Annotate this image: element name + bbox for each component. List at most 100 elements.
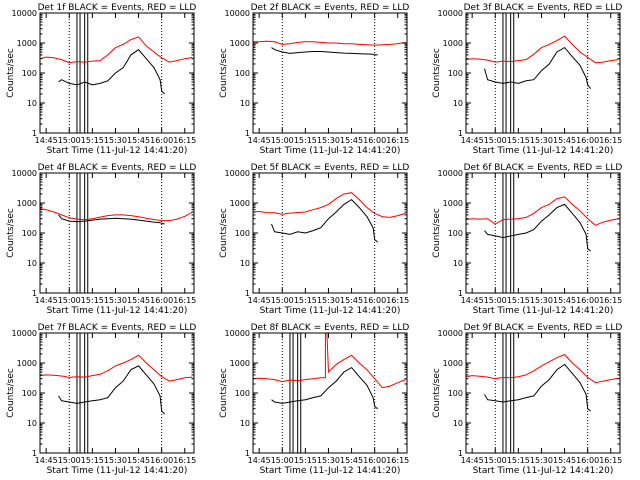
lld-series-line [252, 332, 406, 389]
events-series-line [58, 214, 165, 225]
x-tick-label: 15:15 [507, 136, 530, 145]
y-tick-label: 100 [235, 229, 250, 238]
x-tick-label: 15:15 [507, 296, 530, 305]
y-tick-label: 1 [32, 449, 37, 458]
y-tick-label: 10 [453, 419, 463, 428]
events-series-line [271, 198, 379, 243]
x-tick-label: 16:15 [599, 136, 622, 145]
x-tick-label: 16:00 [576, 136, 599, 145]
x-tick-label: 15:00 [271, 456, 294, 465]
x-tick-label: 15:15 [81, 136, 104, 145]
events-series-line [271, 366, 378, 410]
x-tick-label: 15:45 [340, 456, 363, 465]
y-axis-label: Counts/sec [219, 368, 229, 418]
y-axis-label: Counts/sec [432, 48, 442, 98]
x-tick-label: 15:30 [317, 456, 340, 465]
x-tick-label: 15:30 [317, 136, 340, 145]
x-tick-label: 15:00 [271, 136, 294, 145]
chart-title: Det 4f BLACK = Events, RED = LLD [38, 163, 197, 173]
y-axis-label: Counts/sec [6, 208, 16, 258]
plot-frame [39, 12, 195, 134]
x-tick-label: 15:00 [484, 296, 507, 305]
chart-panel-8: 1 10 100 1000 10000 14:45 15:00 15:15 15:30 15:45… [219, 323, 409, 476]
y-tick-label: 10 [240, 419, 250, 428]
y-tick-label: 10000 [12, 9, 37, 18]
y-tick-label: 10000 [225, 169, 250, 178]
chart-title: Det 9f BLACK = Events, RED = LLD [464, 323, 623, 333]
x-tick-label: 16:15 [599, 296, 622, 305]
y-tick-label: 100 [22, 389, 37, 398]
chart-panel-4: 1 10 100 1000 10000 14:45 15:00 15:15 15:30 15:45… [6, 163, 196, 316]
plot-frame [252, 12, 408, 134]
y-tick-label: 1 [458, 289, 463, 298]
chart-title: Det 6f BLACK = Events, RED = LLD [464, 163, 623, 173]
chart-panel-9: 1 10 100 1000 10000 14:45 15:00 15:15 15:30 15:45… [432, 323, 622, 476]
y-tick-label: 100 [22, 229, 37, 238]
lld-series-line [39, 36, 193, 64]
x-tick-label: 15:45 [127, 296, 150, 305]
x-tick-label: 15:45 [553, 296, 576, 305]
plot-frame [39, 172, 195, 294]
y-tick-label: 10 [240, 99, 250, 108]
chart-panel-1: 1 10 100 1000 10000 14:45 15:00 15:15 15:30 15:45… [6, 3, 196, 156]
y-axis-label: Counts/sec [6, 48, 16, 98]
y-tick-label: 100 [235, 69, 250, 78]
y-tick-label: 1000 [230, 199, 250, 208]
x-tick-label: 15:00 [58, 456, 81, 465]
y-axis-label: Counts/sec [6, 368, 16, 418]
chart-panel-3: 1 10 100 1000 10000 14:45 15:00 15:15 15:30 15:45… [432, 3, 622, 156]
y-tick-label: 10000 [225, 329, 250, 338]
x-tick-label: 15:15 [294, 136, 317, 145]
y-axis-label: Counts/sec [219, 48, 229, 98]
y-tick-label: 1 [245, 129, 250, 138]
lld-series-line [39, 208, 193, 222]
x-tick-label: 16:00 [576, 296, 599, 305]
x-tick-label: 15:45 [127, 136, 150, 145]
x-tick-label: 16:00 [363, 296, 386, 305]
y-tick-label: 100 [448, 389, 463, 398]
x-tick-label: 14:45 [461, 136, 484, 145]
x-axis-label: Start Time (11-Jul-12 14:41:20) [473, 146, 614, 156]
x-tick-label: 14:45 [461, 456, 484, 465]
x-axis-label: Start Time (11-Jul-12 14:41:20) [473, 306, 614, 316]
x-axis-label: Start Time (11-Jul-12 14:41:20) [260, 306, 401, 316]
y-tick-label: 1 [245, 289, 250, 298]
x-tick-label: 15:00 [484, 136, 507, 145]
x-axis-label: Start Time (11-Jul-12 14:41:20) [47, 466, 188, 476]
chart-title: Det 1f BLACK = Events, RED = LLD [38, 3, 197, 13]
y-tick-label: 1000 [443, 359, 463, 368]
plot-frame [252, 172, 408, 294]
y-tick-label: 1000 [17, 39, 37, 48]
lld-series-line [465, 196, 619, 226]
x-tick-label: 14:45 [35, 456, 58, 465]
y-tick-label: 10000 [225, 9, 250, 18]
x-tick-label: 15:45 [553, 456, 576, 465]
y-tick-label: 10000 [438, 169, 463, 178]
x-axis-label: Start Time (11-Jul-12 14:41:20) [47, 306, 188, 316]
y-tick-label: 100 [235, 389, 250, 398]
y-tick-label: 10000 [438, 329, 463, 338]
x-tick-label: 15:15 [81, 456, 104, 465]
plot-frame [252, 332, 408, 454]
x-tick-label: 14:45 [35, 296, 58, 305]
x-tick-label: 15:00 [484, 456, 507, 465]
y-tick-label: 10 [453, 99, 463, 108]
lld-series-line [465, 354, 619, 384]
x-tick-label: 16:00 [150, 136, 173, 145]
y-tick-label: 10 [453, 259, 463, 268]
x-tick-label: 15:00 [271, 296, 294, 305]
x-tick-label: 15:30 [530, 136, 553, 145]
plot-frame [39, 332, 195, 454]
lld-series-line [253, 40, 406, 46]
events-series-line [484, 363, 592, 412]
events-series-line [58, 365, 166, 415]
x-tick-label: 15:15 [294, 456, 317, 465]
x-tick-label: 14:45 [248, 296, 271, 305]
x-axis-label: Start Time (11-Jul-12 14:41:20) [47, 146, 188, 156]
x-tick-label: 14:45 [248, 456, 271, 465]
y-tick-label: 1000 [443, 199, 463, 208]
x-tick-label: 16:15 [173, 296, 196, 305]
chart-panel-5: 1 10 100 1000 10000 14:45 15:00 15:15 15:30 15:45… [219, 163, 409, 316]
x-tick-label: 15:30 [317, 296, 340, 305]
